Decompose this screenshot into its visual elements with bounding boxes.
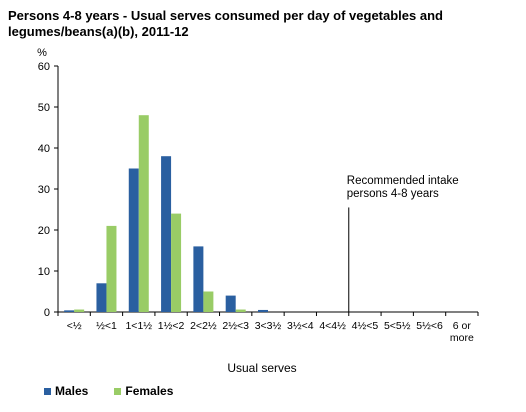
chart-legend: Males Females: [44, 384, 199, 398]
chart-title: Persons 4-8 years - Usual serves consume…: [8, 8, 443, 39]
x-tick-label: <½: [67, 320, 82, 332]
bar-females: [171, 213, 182, 312]
x-tick-label: 1½<2: [158, 320, 185, 332]
x-tick-label: 1<1½: [125, 320, 152, 332]
x-tick-label: 5<5½: [384, 320, 411, 332]
legend-swatch-males: [44, 387, 51, 395]
bar-males: [128, 168, 139, 312]
x-tick-label: 4<4½: [319, 320, 346, 332]
y-tick-label: 30: [38, 184, 50, 196]
recommended-intake-label: persons 4-8 years: [347, 188, 439, 200]
bar-males: [225, 295, 236, 312]
x-tick-label: 5½<6: [416, 320, 443, 332]
x-tick-label: 3<3½: [255, 320, 282, 332]
bar-males: [96, 283, 107, 312]
x-tick-label: 6 or: [453, 320, 472, 332]
bar-females: [138, 115, 149, 312]
bar-males: [193, 246, 204, 312]
recommended-intake-label: Recommended intake: [347, 175, 459, 187]
bar-chart: 0 10 20 30 40 50 60% <½ ½<1 1<1½ 1½<2 2<2½ 2½<3 3<3½ 3…: [37, 47, 479, 375]
bar-females: [74, 309, 85, 312]
y-tick-label: 60: [38, 61, 50, 73]
x-tick-label: more: [450, 332, 474, 344]
x-tick-label: 2½<3: [222, 320, 249, 332]
x-tick-label: 3½<4: [287, 320, 314, 332]
y-tick-label: 50: [38, 102, 50, 114]
x-tick-label: ½<1: [96, 320, 117, 332]
bar-females: [203, 291, 214, 312]
x-axis-title: Usual serves: [227, 361, 296, 375]
legend-item-females: Females: [114, 384, 173, 398]
bar-males: [258, 309, 268, 312]
y-axis-label: %: [37, 47, 47, 59]
x-tick-label: 4½<5: [352, 320, 379, 332]
y-tick-label: 20: [38, 225, 50, 237]
legend-label-females: Females: [125, 384, 174, 398]
legend-swatch-females: [114, 387, 122, 395]
bar-females: [235, 309, 246, 312]
bar-females: [106, 225, 117, 312]
legend-label-males: Males: [55, 384, 89, 398]
bar-males: [64, 310, 75, 312]
y-tick-label: 40: [38, 143, 50, 155]
y-tick-label: 0: [44, 307, 50, 319]
y-tick-label: 10: [38, 266, 50, 278]
legend-item-males: Males: [44, 384, 88, 398]
x-tick-label: 2<2½: [190, 320, 217, 332]
bar-males: [161, 156, 172, 312]
